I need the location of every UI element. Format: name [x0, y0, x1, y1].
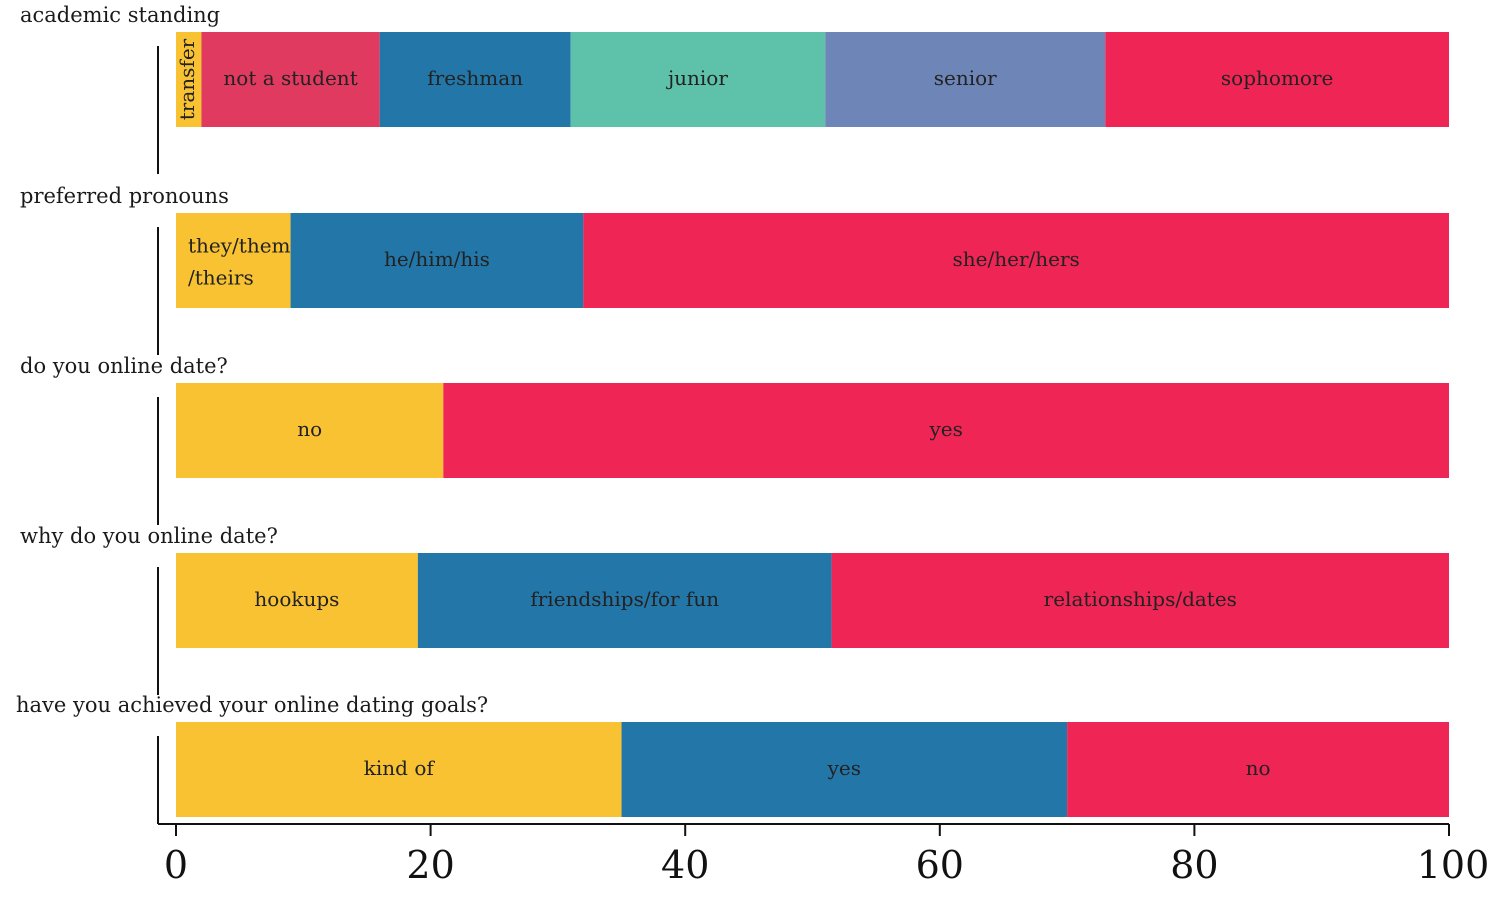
segment-label: they/them/theirs: [188, 234, 291, 290]
bar-segment: [1105, 32, 1449, 127]
bar-segment: [417, 553, 832, 648]
bar-group: why do you online date? hookups friendship…: [20, 524, 1449, 695]
x-axis: 0 20 40 60 80 100: [158, 823, 1490, 887]
segment-label: not a student: [223, 66, 357, 90]
question-label: have you achieved your online dating goa…: [16, 693, 488, 717]
segment-label: yes: [928, 417, 962, 441]
x-tick-label: 100: [1417, 843, 1490, 887]
bar-segment: [443, 383, 1450, 478]
bar-segment: [1067, 722, 1449, 817]
bar-segment: [176, 213, 291, 308]
bar-segment: [176, 722, 622, 817]
segment-label: she/her/hers: [953, 247, 1080, 271]
question-label: do you online date?: [20, 354, 228, 378]
question-label: why do you online date?: [20, 524, 278, 548]
segment-label: senior: [934, 66, 997, 90]
segment-label: transfer: [175, 38, 199, 120]
segment-label: he/him/his: [384, 247, 490, 271]
x-tick-label: 40: [661, 843, 709, 887]
bar-segment: [570, 32, 826, 127]
bar-segment: [176, 32, 202, 127]
bar-group: have you achieved your online dating goa…: [16, 693, 1449, 824]
bars-layer: academic standing transfer not a student fr…: [16, 3, 1450, 824]
bar-segment: [176, 553, 418, 648]
segment-label: freshman: [427, 66, 523, 90]
x-tick-label: 0: [164, 843, 188, 887]
segment-label: yes: [827, 756, 861, 780]
bar-segment: [825, 32, 1106, 127]
bar-group: do you online date? no yes: [20, 354, 1450, 525]
segment-label: friendships/for fun: [530, 587, 719, 611]
bar-group: academic standing transfer not a student fr…: [20, 3, 1449, 174]
segment-label: junior: [666, 66, 728, 90]
bar-segment: [831, 553, 1449, 648]
x-tick-label: 20: [406, 843, 454, 887]
bar-segment: [176, 383, 444, 478]
bar-segment: [583, 213, 1449, 308]
segment-label: kind of: [364, 756, 436, 780]
segment-label: hookups: [254, 587, 339, 611]
question-label: academic standing: [20, 3, 220, 27]
bar-group: preferred pronouns they/them/theirs he/him…: [20, 184, 1449, 355]
x-tick-label: 60: [916, 843, 964, 887]
bar-segment: [201, 32, 380, 127]
bar-segment: [379, 32, 571, 127]
x-tick-label: 80: [1170, 843, 1218, 887]
segment-label: relationships/dates: [1044, 587, 1237, 611]
segment-label: no: [1246, 756, 1271, 780]
segment-label: no: [297, 417, 322, 441]
question-label: preferred pronouns: [20, 184, 229, 208]
bar-segment: [621, 722, 1068, 817]
bar-segment: [290, 213, 584, 308]
segment-label: sophomore: [1221, 66, 1333, 90]
